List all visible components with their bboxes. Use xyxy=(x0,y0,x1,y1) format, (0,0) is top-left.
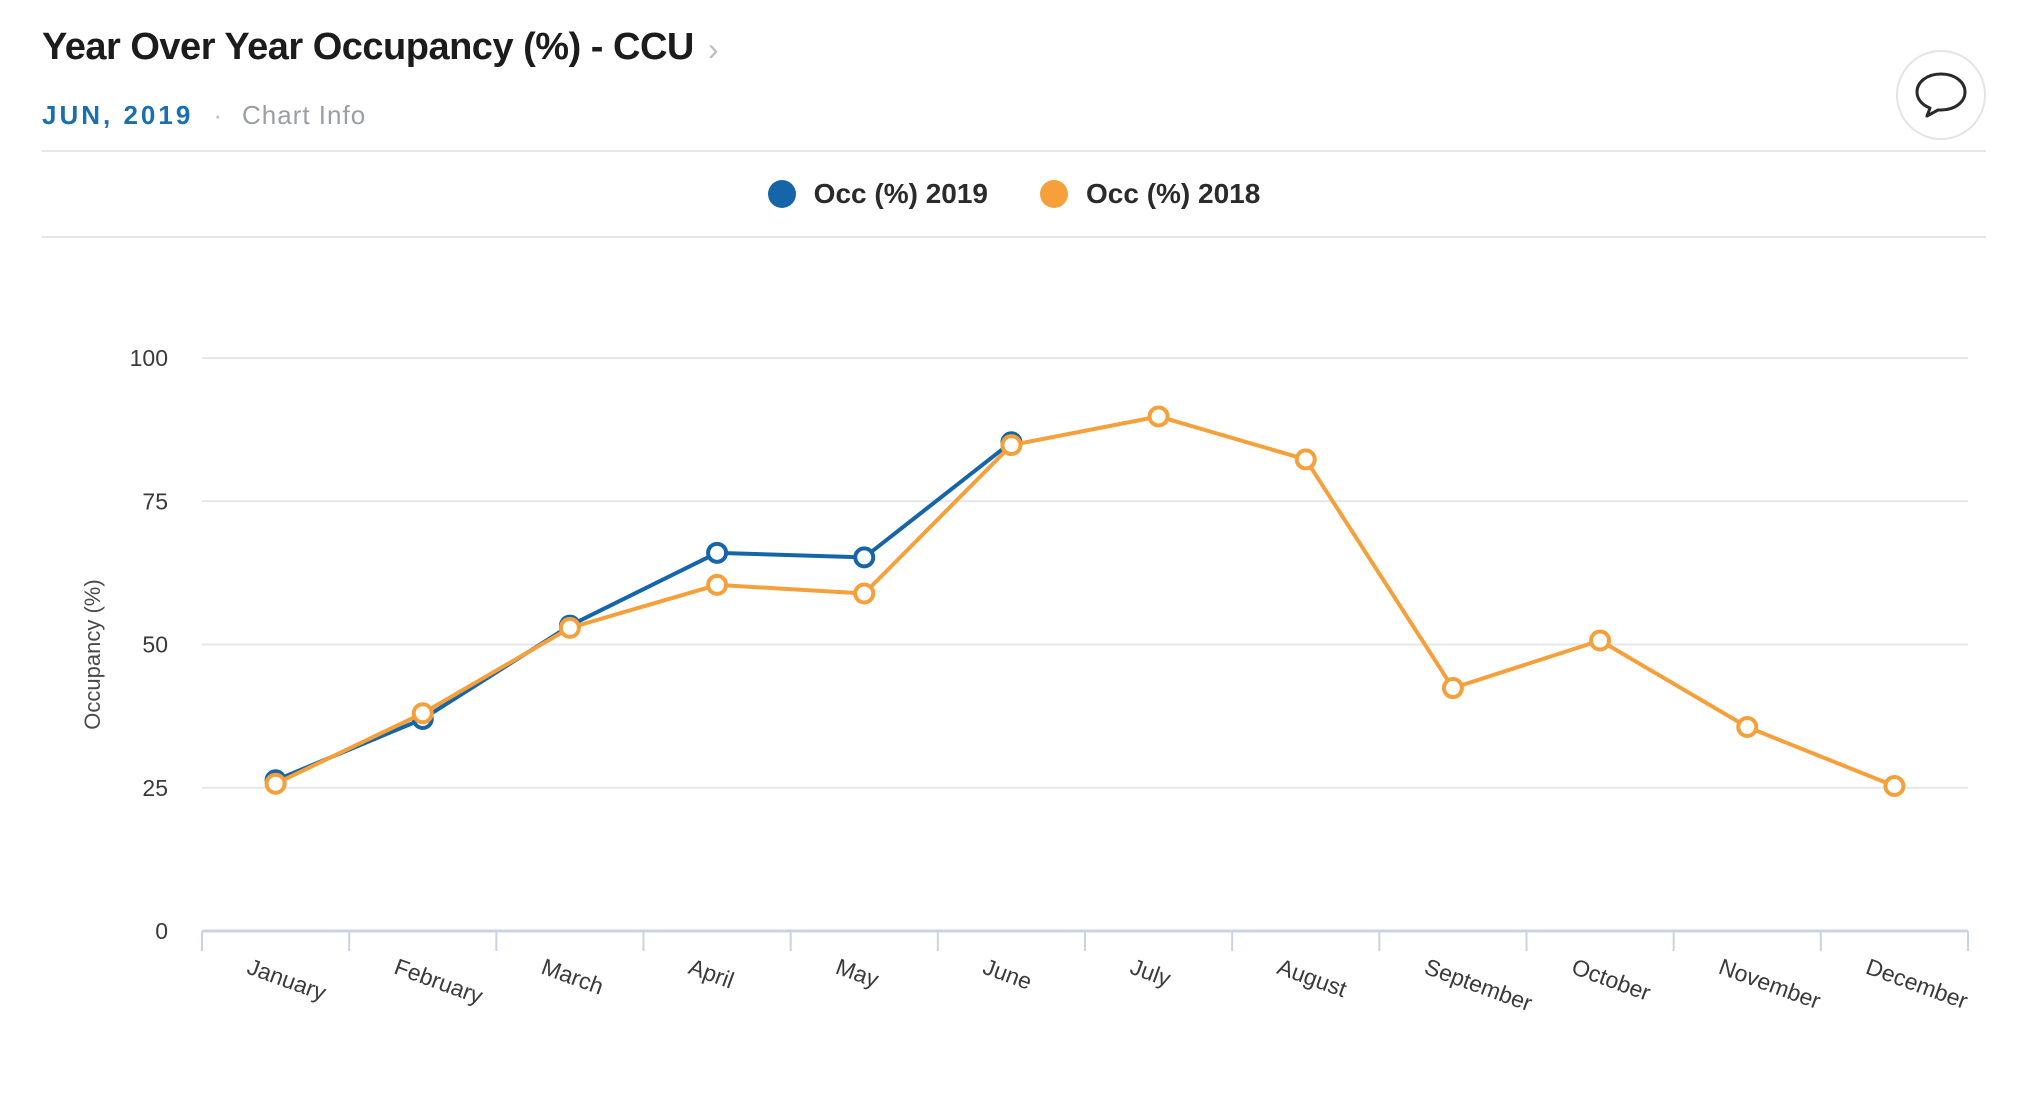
x-tick-label: May xyxy=(833,953,883,992)
x-tick-label: April xyxy=(685,953,737,993)
date-selector[interactable]: JUN, 2019 xyxy=(42,100,194,130)
data-point xyxy=(558,616,581,639)
chart-info-link[interactable]: Chart Info xyxy=(241,100,367,130)
data-point xyxy=(1000,434,1023,457)
chart-title[interactable]: Year Over Year Occupancy (%) - CCU xyxy=(42,26,694,68)
data-point xyxy=(706,541,729,564)
legend-marker-2019 xyxy=(767,180,796,208)
y-tick-label: 0 xyxy=(155,918,168,944)
legend-item-2019[interactable]: Occ (%) 2019 xyxy=(767,178,988,210)
legend-label-2019: Occ (%) 2019 xyxy=(813,178,988,209)
line-chart: 0 25 50 75 100 January February March April May Ju… xyxy=(80,345,1972,1016)
data-point xyxy=(1147,405,1170,428)
data-point xyxy=(1883,775,1906,798)
chart-legend: Occ (%) 2019 Occ (%) 2018 xyxy=(42,152,1986,238)
series-line xyxy=(274,414,1896,788)
y-tick-label: 50 xyxy=(142,632,168,658)
legend-item-2018[interactable]: Occ (%) 2018 xyxy=(1040,178,1260,210)
legend-marker-2018 xyxy=(1040,180,1068,208)
x-tick-label: January xyxy=(244,953,330,1006)
data-point xyxy=(1441,677,1464,700)
data-point xyxy=(1294,448,1317,471)
x-tick-label: August xyxy=(1274,953,1351,1002)
data-point xyxy=(1589,629,1612,652)
separator-dot: · xyxy=(213,100,222,130)
data-point xyxy=(706,573,729,596)
data-point xyxy=(853,546,876,569)
chevron-right-icon[interactable]: › xyxy=(707,31,719,67)
x-tick-label: February xyxy=(391,953,487,1009)
x-tick-label: December xyxy=(1863,953,1972,1014)
axis-layer: 0 25 50 75 100 January February March April May Ju… xyxy=(130,345,1972,1016)
x-tick-label: October xyxy=(1568,953,1654,1006)
y-tick-label: 25 xyxy=(142,775,168,801)
series-line xyxy=(274,440,1013,783)
x-tick-label: September xyxy=(1421,953,1536,1016)
x-tick-label: November xyxy=(1716,953,1825,1014)
subtitle-row: JUN, 2019 · Chart Info xyxy=(42,100,366,131)
legend-label-2018: Occ (%) 2018 xyxy=(1086,178,1261,209)
x-tick-label: March xyxy=(538,953,607,999)
title-row[interactable]: Year Over Year Occupancy (%) - CCU › xyxy=(42,26,718,69)
series-2018 xyxy=(264,405,1906,798)
data-point xyxy=(411,702,434,725)
y-tick-label: 75 xyxy=(142,488,168,514)
comment-button[interactable] xyxy=(1896,50,1986,140)
series-layer xyxy=(264,405,1906,798)
data-point xyxy=(1736,716,1759,739)
x-tick-label: June xyxy=(980,953,1036,994)
data-point xyxy=(853,582,876,605)
speech-bubble-icon xyxy=(1915,72,1967,118)
grid-layer xyxy=(202,357,1968,789)
x-tick-label: July xyxy=(1127,953,1175,992)
data-point xyxy=(264,772,287,795)
y-tick-label: 100 xyxy=(130,345,168,371)
chart-header: Year Over Year Occupancy (%) - CCU › JUN… xyxy=(42,26,1986,152)
y-axis-label: Occupancy (%) xyxy=(80,579,105,729)
